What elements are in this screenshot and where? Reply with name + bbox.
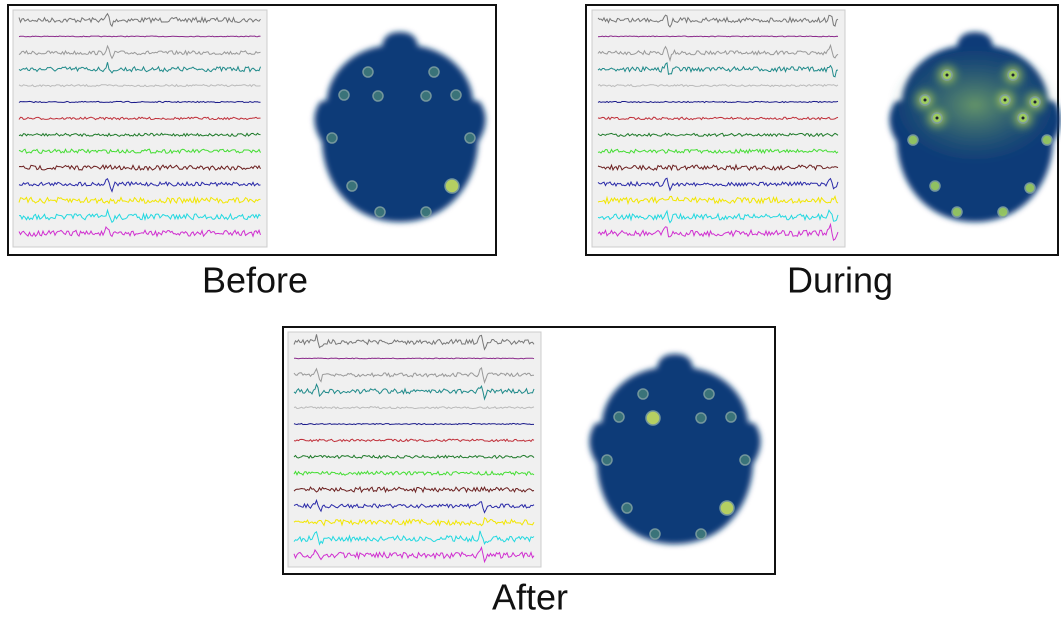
eeg-trace [293,405,535,410]
eeg-trace [293,485,535,494]
eeg-trace [18,44,261,60]
eeg-trace [597,61,839,78]
electrode-center [1033,100,1037,104]
electrode [951,206,963,218]
eeg-trace [294,357,535,360]
eeg-trace [597,35,839,38]
electrode [649,528,661,540]
electrode [601,454,613,466]
eeg-trace [18,177,261,193]
electrode [428,66,440,78]
eeg-trace [18,35,261,38]
eeg-trace [293,530,535,546]
eeg-trace [597,132,839,138]
panel-label: After [492,577,568,618]
electrode-center [923,98,927,102]
electrode [637,388,649,400]
eeg-trace [18,100,261,104]
eeg-trace [18,195,261,205]
eeg-trace [597,43,839,63]
electrode [444,178,460,194]
eeg-trace [18,116,261,121]
electrode [372,90,384,102]
head-shape [589,354,761,544]
eeg-trace [18,83,261,88]
electrode-center [1021,116,1025,120]
electrode [420,90,432,102]
electrode [362,66,374,78]
eeg-trace [597,14,839,28]
eeg-trace [293,545,535,564]
eeg-trace [18,62,261,74]
head-shape [314,32,486,222]
eeg-trace [597,148,839,155]
panel-label: During [787,260,893,301]
head-map [314,32,486,222]
electrode [725,411,737,423]
electrode [645,410,661,426]
electrode [374,206,386,218]
eeg-trace [18,12,261,28]
eeg-trace [597,83,839,88]
panel-label: Before [202,260,308,301]
electrode [703,388,715,400]
eeg-trace [293,422,534,426]
eeg-trace [18,132,261,138]
electrode [1041,134,1053,146]
eeg-trace [293,438,535,443]
eeg-trace [293,334,535,351]
electrode [450,89,462,101]
electrode-center [1003,98,1007,102]
eeg-trace [19,208,261,224]
eeg-trace [293,367,534,384]
electrode-center [1011,73,1015,77]
eeg-trace [293,498,535,514]
head-map [889,32,1061,222]
eeg-trace [18,148,261,155]
eeg-trace [18,164,261,172]
electrode-center [935,116,939,120]
electrode [420,206,432,218]
eeg-trace [597,209,839,224]
electrode [1024,182,1036,194]
electrode [719,500,735,516]
head-map [589,354,761,544]
electrode [326,132,338,144]
eeg-trace [293,382,535,401]
eeg-trace [597,177,839,192]
eeg-trace [597,194,839,206]
electrode [464,132,476,144]
eeg-trace [293,516,535,527]
eeg-trace [597,100,839,104]
eeg-background [12,9,268,248]
electrode [695,412,707,424]
electrode [695,528,707,540]
electrode-center [945,73,949,77]
electrode [613,411,625,423]
eeg-trace [597,222,839,242]
eeg-background [287,331,542,568]
electrode [338,89,350,101]
eeg-trace [597,116,839,121]
eeg-trace [293,454,535,460]
electrode [997,206,1009,218]
eeg-background [591,9,846,248]
eeg-trace [597,163,839,172]
electrode [907,134,919,146]
electrode [346,180,358,192]
electrode [929,180,941,192]
electrode [739,454,751,466]
eeg-trace [293,470,535,477]
electrode [621,502,633,514]
eeg-trace [18,225,261,238]
